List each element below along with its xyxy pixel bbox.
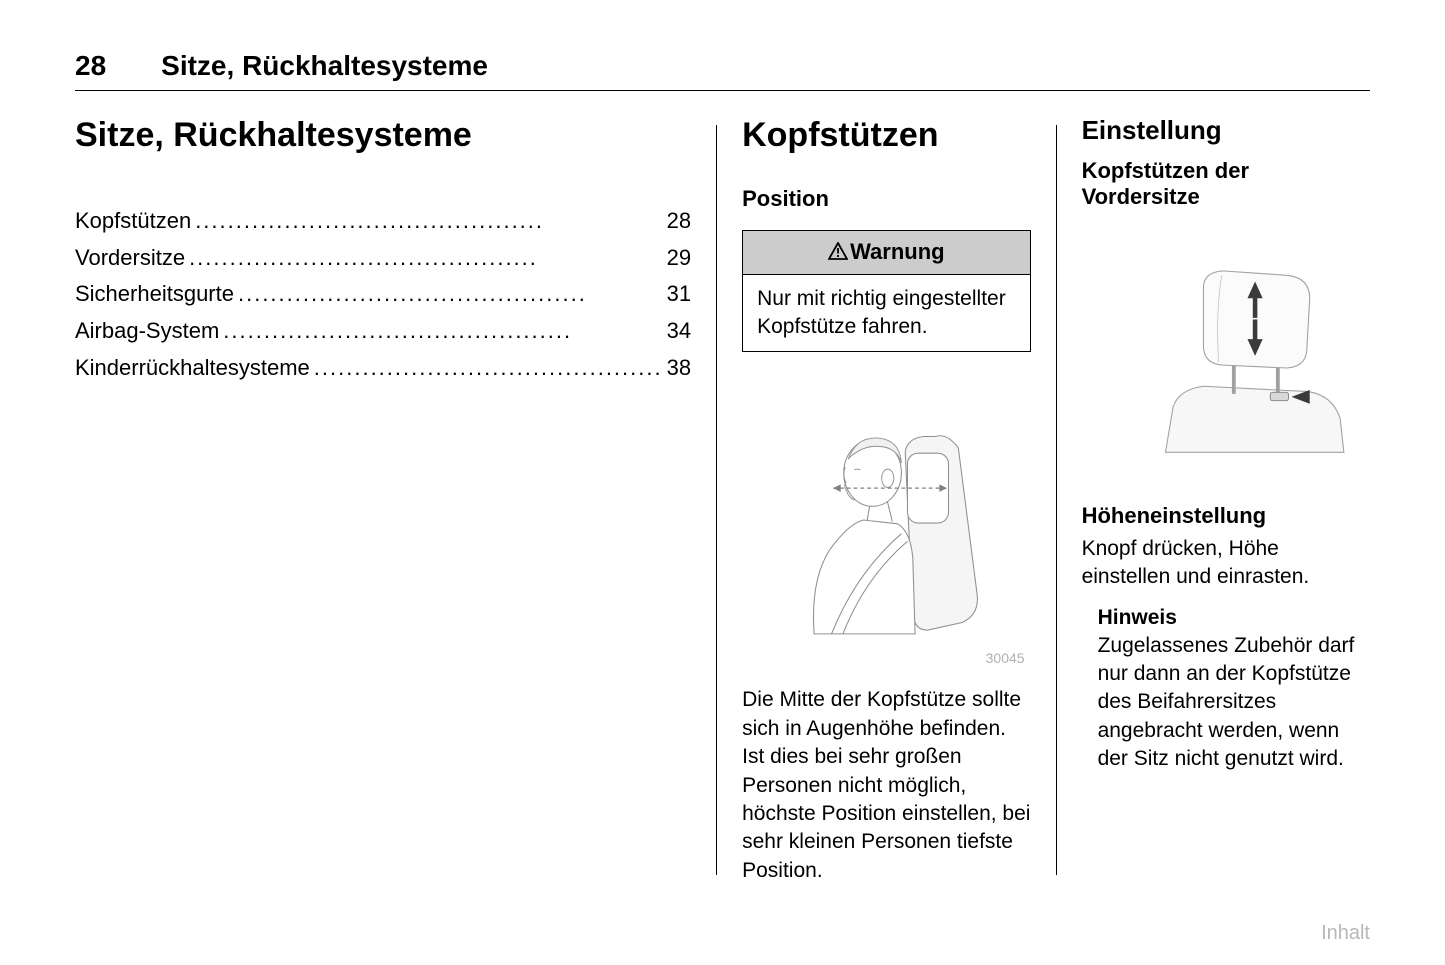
- toc-leader: ........................................…: [189, 243, 663, 274]
- subheading: Höheneinstellung: [1082, 503, 1370, 529]
- page-content: Sitze, Rückhaltesysteme Kopfstützen ....…: [75, 105, 1370, 925]
- section-title: Sitze, Rückhaltesysteme: [75, 115, 691, 156]
- chapter-title: Sitze, Rückhaltesysteme: [161, 50, 488, 82]
- toc-row[interactable]: Kinderrückhaltesysteme .................…: [75, 353, 691, 384]
- toc-label: Airbag-System: [75, 316, 219, 347]
- toc-leader: ........................................…: [238, 279, 663, 310]
- warning-header: Warnung: [743, 231, 1029, 275]
- toc-label: Kopfstützen: [75, 206, 191, 237]
- subsection-title: Position: [742, 186, 1030, 212]
- footer-inhalt-link[interactable]: Inhalt: [1321, 922, 1370, 945]
- column-1: Sitze, Rückhaltesysteme Kopfstützen ....…: [75, 105, 716, 925]
- note-text: Zugelassenes Zubehör darf nur dann an de…: [1098, 632, 1370, 774]
- page-header: 28 Sitze, Rückhaltesysteme: [75, 50, 1370, 91]
- note-block: Hinweis Zugelassenes Zubehör darf nur da…: [1082, 606, 1370, 774]
- toc-label: Kinderrückhaltesysteme: [75, 353, 310, 384]
- body-paragraph: Die Mitte der Kopfstütze sollte sich in …: [742, 686, 1030, 884]
- column-2: Kopfstützen Position Warnung Nur mit ric…: [717, 105, 1055, 925]
- warning-icon: [828, 240, 848, 266]
- page-number: 28: [75, 50, 106, 82]
- figure-headrest-position: 30045: [742, 370, 1030, 670]
- section-title: Einstellung: [1082, 115, 1370, 146]
- toc-row[interactable]: Airbag-System ..........................…: [75, 316, 691, 347]
- warning-text: Nur mit richtig eingestellter Kopfstütze…: [743, 275, 1029, 352]
- subsection-title: Kopfstützen der Vordersitze: [1082, 158, 1370, 210]
- toc-page: 38: [667, 353, 691, 384]
- toc-leader: ........................................…: [223, 316, 662, 347]
- column-3: Einstellung Kopfstützen der Vordersitze: [1057, 105, 1370, 925]
- warning-label: Warnung: [850, 239, 945, 264]
- body-paragraph: Knopf drücken, Höhe einstellen und einra…: [1082, 535, 1370, 592]
- figure-headrest-adjust: [1082, 228, 1370, 483]
- toc-row[interactable]: Kopfstützen ............................…: [75, 206, 691, 237]
- figure-reference: 30045: [986, 650, 1025, 666]
- toc-page: 29: [667, 243, 691, 274]
- toc-page: 31: [667, 279, 691, 310]
- toc-page: 28: [667, 206, 691, 237]
- table-of-contents: Kopfstützen ............................…: [75, 206, 691, 384]
- toc-row[interactable]: Sicherheitsgurte .......................…: [75, 279, 691, 310]
- toc-label: Vordersitze: [75, 243, 185, 274]
- section-title: Kopfstützen: [742, 115, 1030, 156]
- note-label: Hinweis: [1098, 606, 1370, 630]
- toc-leader: ........................................…: [314, 353, 663, 384]
- toc-leader: ........................................…: [195, 206, 662, 237]
- toc-label: Sicherheitsgurte: [75, 279, 234, 310]
- warning-box: Warnung Nur mit richtig eingestellter Ko…: [742, 230, 1030, 353]
- toc-row[interactable]: Vordersitze ............................…: [75, 243, 691, 274]
- toc-page: 34: [667, 316, 691, 347]
